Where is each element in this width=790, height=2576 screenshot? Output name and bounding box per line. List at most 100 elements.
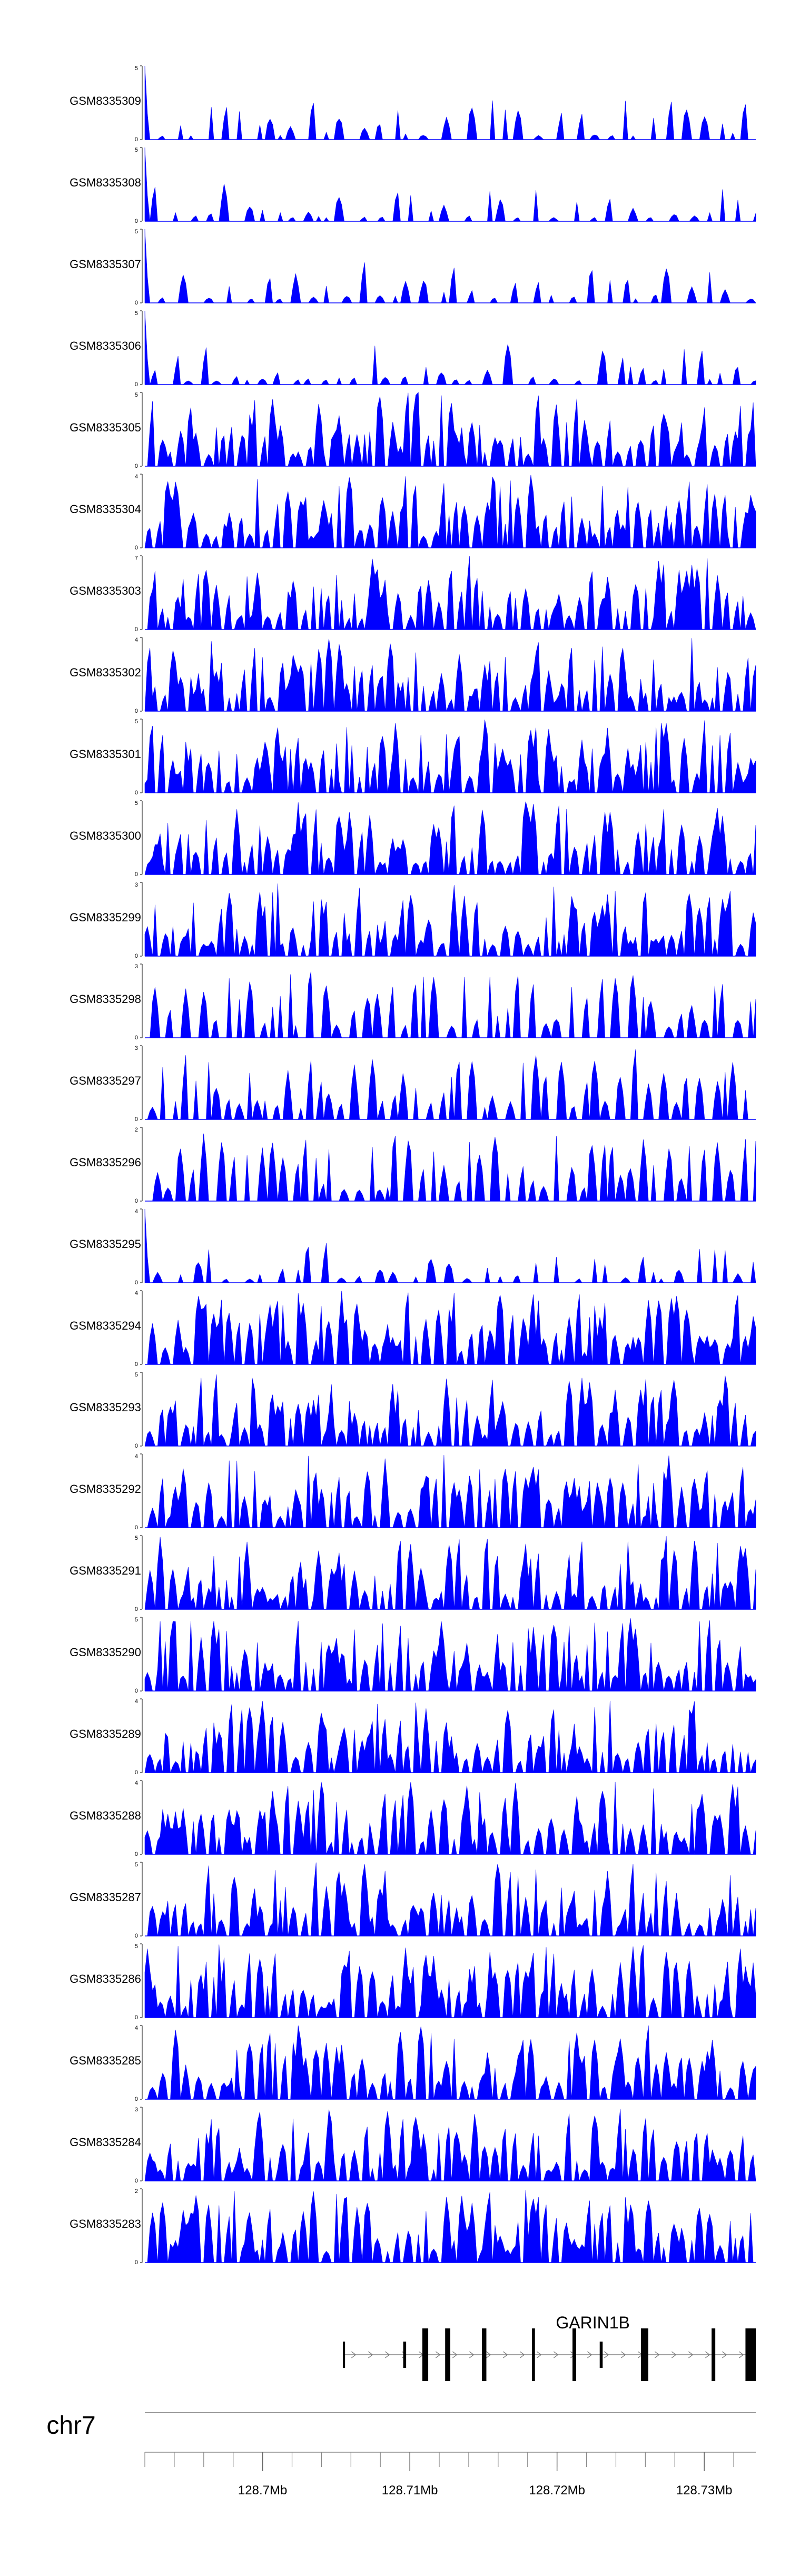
track-label: GSM8335295 <box>70 1237 141 1251</box>
ymax-tick-label: 7 <box>135 555 138 562</box>
track-GSM8335289: GSM8335289 4 0 <box>70 1698 756 1776</box>
coverage-area <box>144 229 756 303</box>
ymin-tick-label: 0 <box>135 136 138 143</box>
track-label: GSM8335284 <box>70 2136 141 2149</box>
track-GSM8335297: GSM8335297 3 0 <box>70 1045 756 1123</box>
gene-exon <box>422 2328 429 2381</box>
ymin-tick-label: 0 <box>135 953 138 959</box>
strand-arrow <box>722 2351 727 2358</box>
axis-tick-label: 128.73Mb <box>676 2483 733 2498</box>
coverage-area <box>144 147 756 222</box>
ymin-tick-label: 0 <box>135 1035 138 1041</box>
track-label: GSM8335292 <box>70 1482 141 1496</box>
track-GSM8335307: GSM8335307 5 0 <box>70 229 756 306</box>
chromosome-label: chr7 <box>46 2412 95 2440</box>
coverage-area <box>144 310 756 385</box>
ymin-tick-label: 0 <box>135 790 138 796</box>
coverage-area <box>145 1455 756 1528</box>
ymax-tick-label: 5 <box>135 1617 138 1623</box>
strand-arrow <box>368 2351 373 2358</box>
coverage-area <box>144 801 756 876</box>
ymax-tick-label: 5 <box>135 229 138 235</box>
coverage-area <box>145 1133 756 1202</box>
ymin-tick-label: 0 <box>135 545 138 551</box>
coverage-area <box>144 720 756 793</box>
gene-exon <box>403 2342 407 2368</box>
track-label: GSM8335296 <box>70 1156 141 1169</box>
ymin-tick-label: 0 <box>135 218 138 224</box>
track-GSM8335306: GSM8335306 5 0 <box>70 310 756 388</box>
strand-arrow <box>587 2351 592 2358</box>
gene-exon <box>599 2342 603 2368</box>
ymax-tick-label: 4 <box>135 1208 138 1215</box>
coverage-area <box>144 1536 756 1610</box>
strand-arrow <box>654 2351 660 2358</box>
coverage-area <box>144 1944 756 2018</box>
strand-arrow <box>351 2351 357 2358</box>
ymin-tick-label: 0 <box>135 1280 138 1286</box>
strand-arrow <box>553 2351 559 2358</box>
ymax-tick-label: 3 <box>135 963 138 970</box>
track-label: GSM8335303 <box>70 584 141 597</box>
ymax-tick-label: 4 <box>135 1453 138 1460</box>
track-GSM8335302: GSM8335302 4 0 <box>70 637 756 714</box>
ymin-tick-label: 0 <box>135 1198 138 1204</box>
coverage-area <box>145 1049 756 1120</box>
ymin-tick-label: 0 <box>135 626 138 633</box>
ymax-tick-label: 4 <box>135 1290 138 1296</box>
track-label: GSM8335299 <box>70 911 141 924</box>
coverage-area <box>145 971 756 1038</box>
coverage-area <box>145 1291 756 1365</box>
track-GSM8335291: GSM8335291 5 0 <box>70 1535 756 1613</box>
ymin-tick-label: 0 <box>135 1688 138 1694</box>
ymax-tick-label: 3 <box>135 882 138 888</box>
ymax-tick-label: 5 <box>135 65 138 72</box>
strand-arrow <box>688 2351 694 2358</box>
ymax-tick-label: 2 <box>135 2188 138 2195</box>
coverage-area <box>145 2190 756 2263</box>
track-GSM8335301: GSM8335301 5 0 <box>70 719 756 796</box>
ymax-tick-label: 4 <box>135 2025 138 2031</box>
coverage-area <box>144 1782 756 1855</box>
axis-tick-label: 128.71Mb <box>382 2483 438 2498</box>
track-label: GSM8335288 <box>70 1809 141 1822</box>
ymin-tick-label: 0 <box>135 1525 138 1531</box>
strand-arrow <box>671 2351 677 2358</box>
ymin-tick-label: 0 <box>135 1361 138 1368</box>
track-label: GSM8335302 <box>70 666 141 679</box>
track-GSM8335287: GSM8335287 5 0 <box>70 1862 756 1939</box>
strand-arrow <box>604 2351 609 2358</box>
track-label: GSM8335301 <box>70 748 141 761</box>
track-GSM8335300: GSM8335300 5 0 <box>70 800 756 878</box>
ymax-tick-label: 4 <box>135 1780 138 1786</box>
track-label: GSM8335297 <box>70 1074 141 1087</box>
coverage-area <box>144 475 756 549</box>
track-label: GSM8335300 <box>70 829 141 842</box>
track-GSM8335293: GSM8335293 5 0 <box>70 1372 756 1449</box>
coverage-area <box>144 2109 756 2181</box>
track-label: GSM8335305 <box>70 421 141 434</box>
strand-arrow <box>469 2351 475 2358</box>
genome-axis: chr7 128.7Mb 128.71Mb 128.72Mb 128.73Mb <box>46 2412 756 2498</box>
coverage-area <box>145 392 756 467</box>
ymin-tick-label: 0 <box>135 2014 138 2021</box>
gene-exon <box>712 2328 716 2381</box>
strand-arrow <box>705 2351 710 2358</box>
track-label: GSM8335298 <box>70 992 141 1006</box>
ymax-tick-label: 5 <box>135 1372 138 1378</box>
ymax-tick-label: 5 <box>135 1862 138 1868</box>
gene-exon <box>640 2328 648 2381</box>
ymin-tick-label: 0 <box>135 1606 138 1613</box>
gene-name-label: GARIN1B <box>556 2313 629 2332</box>
gene-exon <box>745 2328 756 2381</box>
track-GSM8335290: GSM8335290 5 0 <box>70 1617 756 1694</box>
ymin-tick-label: 0 <box>135 871 138 878</box>
track-GSM8335296: GSM8335296 2 0 <box>70 1127 756 1204</box>
gene-exon <box>532 2328 535 2381</box>
track-label: GSM8335291 <box>70 1564 141 1577</box>
strand-arrow <box>486 2351 491 2358</box>
ymax-tick-label: 5 <box>135 1535 138 1541</box>
ymin-tick-label: 0 <box>135 2259 138 2266</box>
